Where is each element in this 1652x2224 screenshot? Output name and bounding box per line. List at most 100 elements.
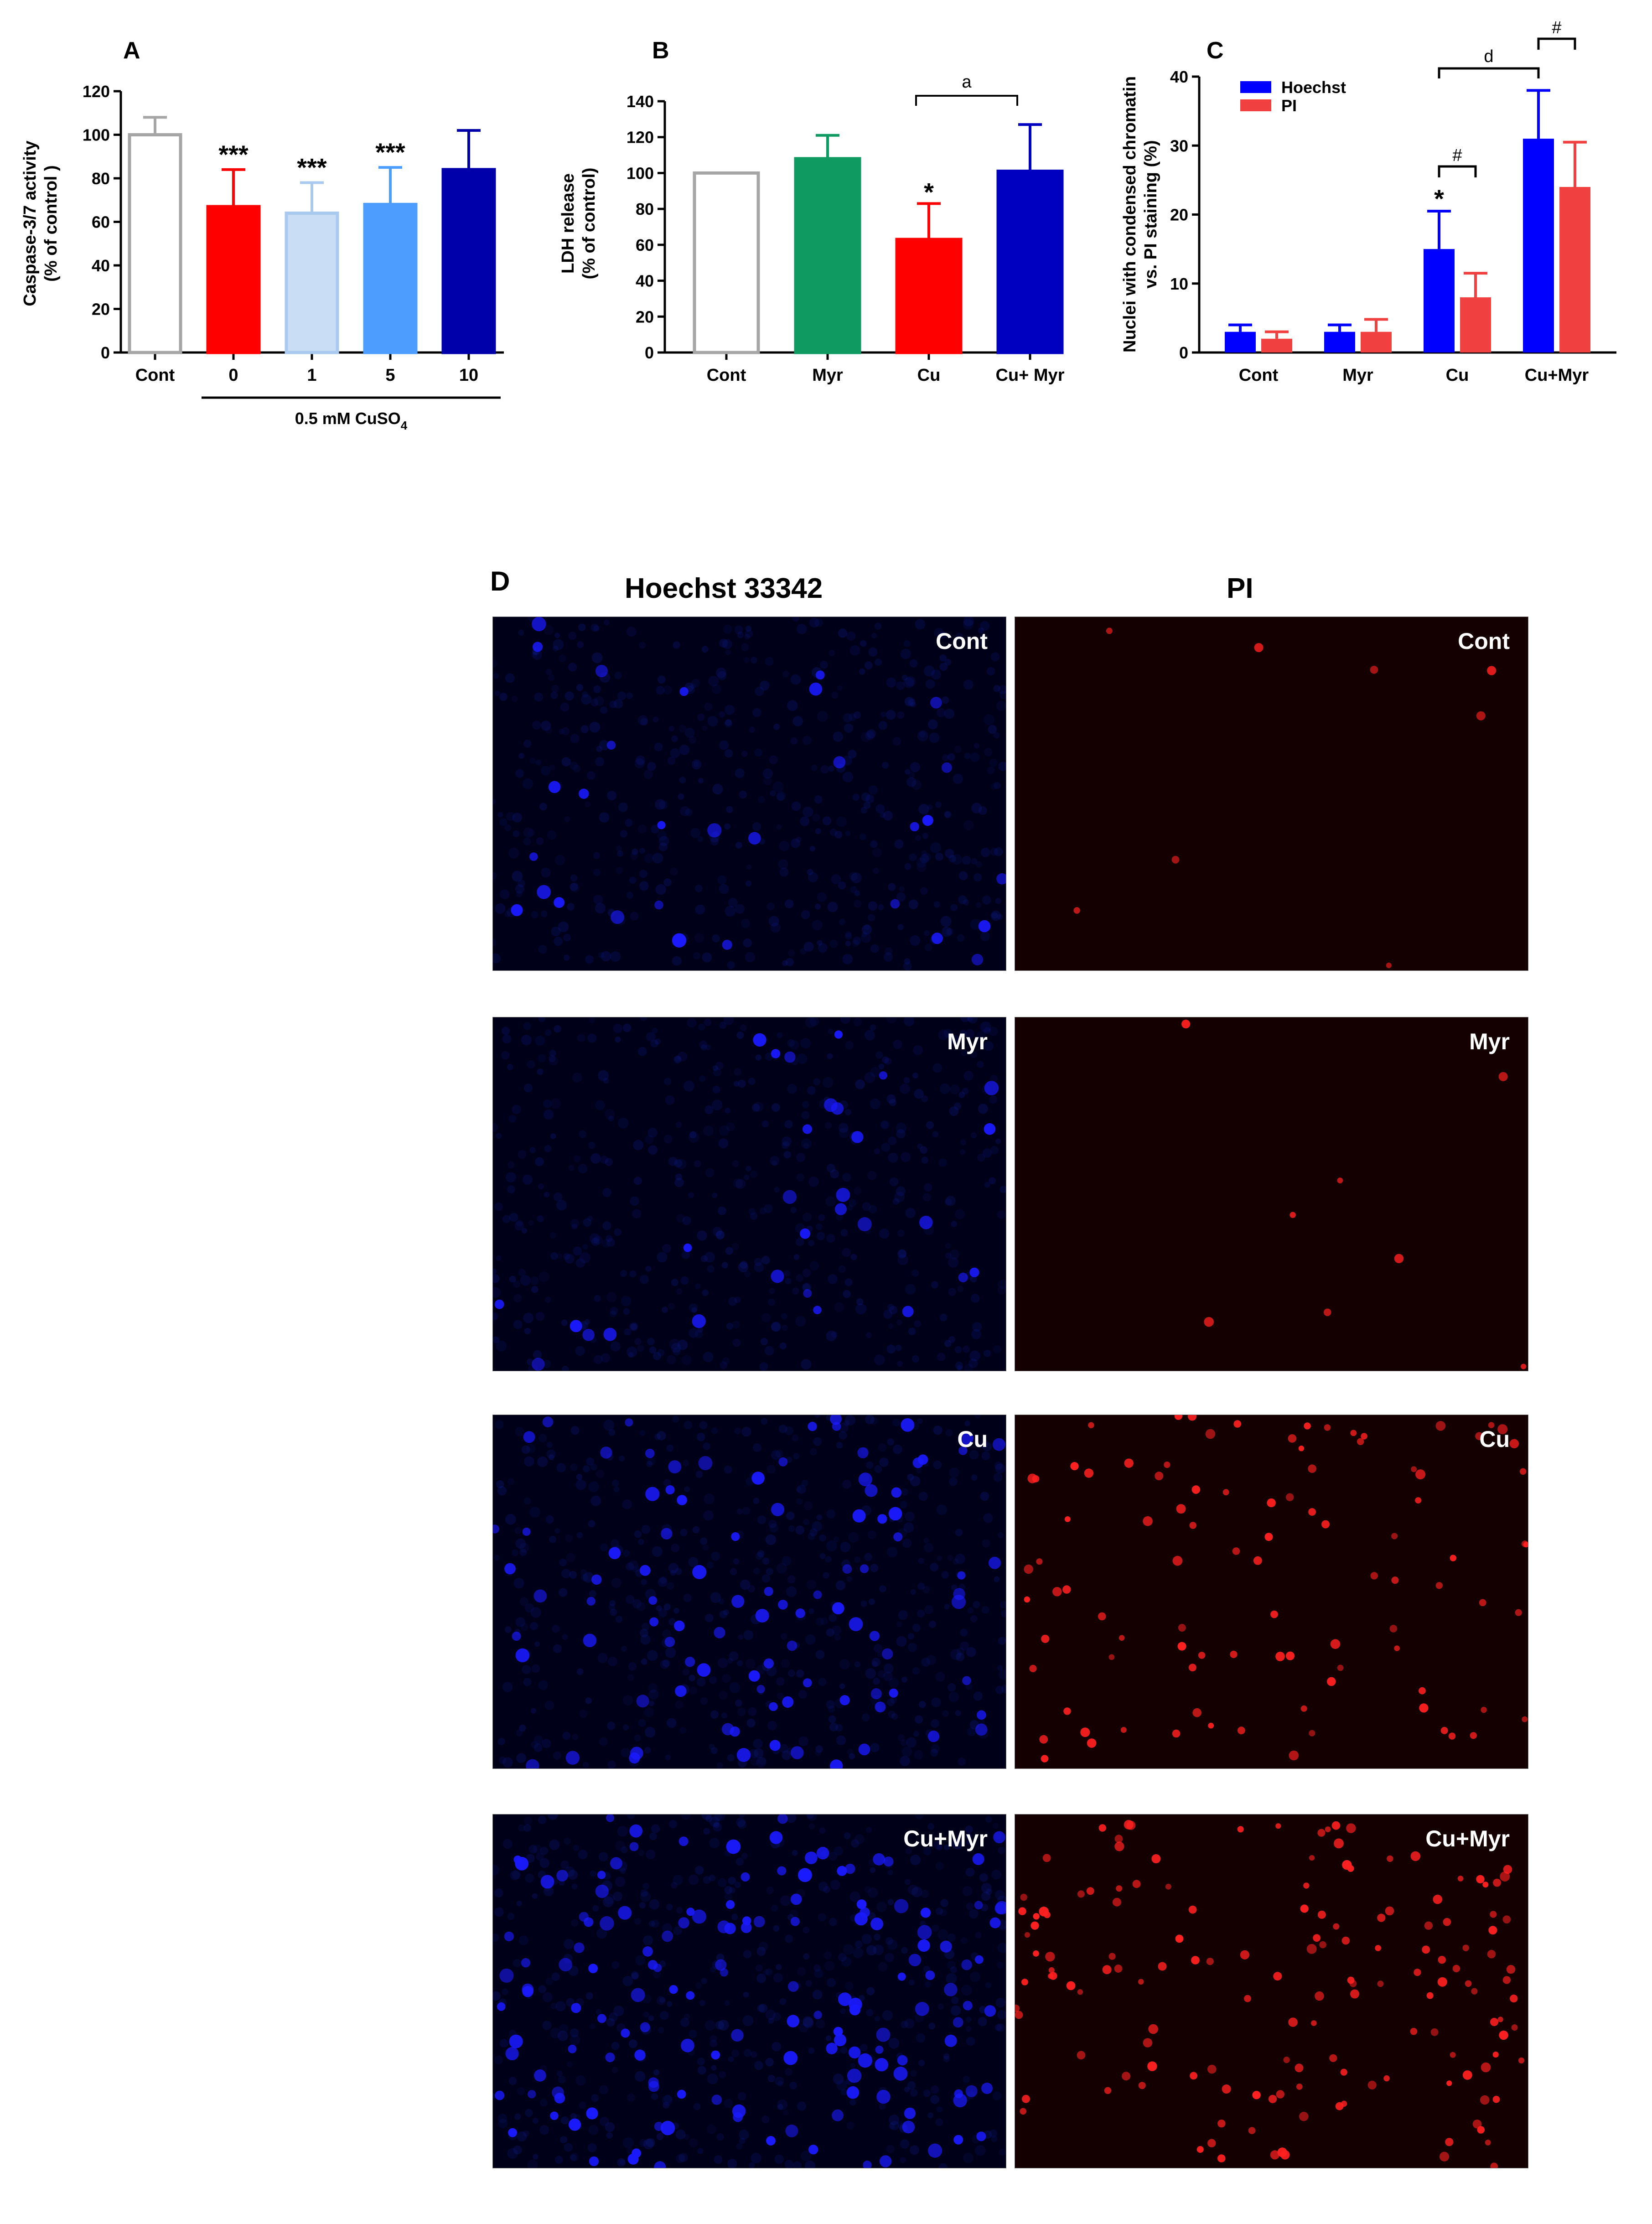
faint-nucleus [693, 952, 701, 960]
bright-nucleus [815, 670, 825, 680]
faint-nucleus [924, 1543, 934, 1553]
y-tick-label: 0 [645, 343, 654, 362]
faint-nucleus [502, 1034, 512, 1044]
faint-nucleus [908, 772, 915, 778]
bright-nucleus [1077, 2051, 1086, 2060]
faint-nucleus [818, 1882, 829, 1892]
faint-nucleus [662, 1923, 673, 1934]
faint-nucleus [949, 1106, 959, 1116]
faint-nucleus [516, 1753, 526, 1763]
faint-nucleus [613, 2006, 624, 2017]
bright-nucleus [981, 2083, 993, 2094]
faint-nucleus [870, 1024, 876, 1031]
y-tick-label: 120 [627, 128, 654, 147]
bright-nucleus [803, 1678, 812, 1688]
bright-nucleus [1066, 1981, 1076, 1991]
faint-nucleus [895, 1344, 902, 1351]
faint-nucleus [593, 869, 601, 876]
faint-nucleus [591, 652, 603, 664]
faint-nucleus [538, 1985, 546, 1993]
faint-nucleus [777, 1032, 783, 1038]
y-tick-label: 40 [92, 256, 110, 275]
faint-nucleus [888, 1152, 898, 1163]
faint-nucleus [599, 1737, 608, 1746]
faint-nucleus [815, 1750, 822, 1757]
faint-nucleus [896, 681, 905, 690]
faint-nucleus [761, 1418, 768, 1425]
faint-nucleus [984, 1041, 994, 1051]
faint-nucleus [930, 2085, 939, 2094]
faint-nucleus [666, 1903, 673, 1911]
faint-nucleus [941, 926, 952, 937]
faint-nucleus [672, 1415, 679, 1423]
faint-nucleus [913, 1731, 920, 1737]
faint-nucleus [701, 1978, 707, 1984]
faint-nucleus [596, 2009, 602, 2015]
faint-nucleus [979, 634, 986, 640]
faint-nucleus [652, 853, 663, 864]
faint-nucleus [630, 1323, 637, 1330]
faint-nucleus [860, 640, 867, 647]
bright-nucleus [509, 2034, 523, 2048]
faint-nucleus [942, 696, 949, 704]
faint-nucleus [910, 1476, 921, 1487]
bright-nucleus [1462, 2070, 1472, 2080]
faint-nucleus [880, 1121, 888, 1129]
bright-nucleus [778, 1457, 788, 1467]
faint-nucleus [699, 1040, 707, 1049]
faint-nucleus [712, 1085, 720, 1094]
bright-nucleus [889, 1688, 898, 1698]
faint-nucleus [839, 1683, 845, 1690]
faint-nucleus [628, 1662, 637, 1671]
faint-nucleus [933, 1460, 942, 1469]
faint-nucleus [545, 1029, 552, 1036]
faint-nucleus [879, 1585, 886, 1592]
faint-nucleus [593, 895, 603, 905]
faint-nucleus [519, 1543, 529, 1553]
bright-nucleus [869, 1631, 880, 1641]
faint-nucleus [739, 1814, 745, 1818]
faint-nucleus [549, 764, 555, 771]
bright-nucleus [1340, 2068, 1347, 2076]
faint-nucleus [847, 1748, 854, 1755]
faint-nucleus [916, 2033, 926, 2043]
faint-nucleus [851, 1839, 859, 1848]
faint-nucleus [549, 1454, 554, 1461]
faint-nucleus [595, 757, 605, 767]
faint-nucleus [559, 1588, 568, 1597]
faint-nucleus [933, 1841, 942, 1850]
faint-nucleus [629, 1322, 638, 1331]
bright-nucleus [782, 1696, 794, 1708]
faint-nucleus [924, 1605, 933, 1614]
faint-nucleus [689, 1303, 698, 1313]
bright-nucleus [1465, 1980, 1472, 1987]
faint-nucleus [520, 1623, 528, 1631]
faint-nucleus [854, 1940, 863, 1949]
faint-nucleus [788, 1669, 795, 1677]
bright-nucleus [777, 1814, 788, 1824]
faint-nucleus [801, 1111, 810, 1120]
faint-nucleus [707, 1265, 715, 1273]
bright-nucleus [597, 1871, 606, 1879]
faint-nucleus [718, 2020, 729, 2031]
faint-nucleus [925, 679, 935, 689]
faint-nucleus [623, 1550, 630, 1557]
faint-nucleus [670, 748, 680, 758]
bright-nucleus [1015, 2011, 1023, 2019]
faint-nucleus [812, 814, 820, 822]
faint-nucleus [914, 1089, 924, 1099]
faint-nucleus [766, 1465, 776, 1474]
faint-nucleus [596, 1469, 605, 1478]
faint-nucleus [859, 1995, 865, 2001]
faint-nucleus [543, 1099, 552, 1108]
bright-nucleus [595, 1884, 609, 1898]
faint-nucleus [985, 1888, 992, 1895]
bright-nucleus [824, 1098, 838, 1112]
faint-nucleus [778, 1425, 787, 1433]
faint-nucleus [677, 1339, 688, 1350]
faint-nucleus [954, 745, 962, 753]
faint-nucleus [710, 1710, 719, 1719]
bright-nucleus [925, 1970, 935, 1980]
bright-nucleus [1333, 1923, 1340, 1930]
bright-nucleus [1330, 1639, 1341, 1649]
